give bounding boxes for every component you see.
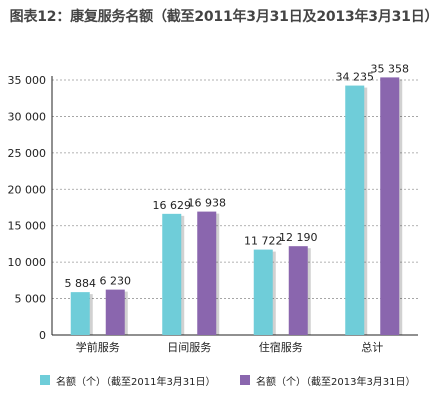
data-label: 6 230 xyxy=(100,275,132,288)
bar xyxy=(105,289,125,335)
data-label: 35 358 xyxy=(371,62,410,75)
y-tick-label: 25 000 xyxy=(8,147,47,160)
data-label: 16 629 xyxy=(153,199,192,212)
legend-item-2013: 名额（个）（截至2013年3月31日） xyxy=(240,372,416,388)
data-label: 12 190 xyxy=(279,231,318,244)
y-tick-label: 35 000 xyxy=(8,74,47,87)
x-tick-label: 住宿服务 xyxy=(259,340,303,354)
chart-title: 图表12：康复服务名额（截至2011年3月31日及2013年3月31日） xyxy=(9,9,439,25)
legend-label-2011: 名额（个）（截至2011年3月31日） xyxy=(56,376,216,388)
data-label: 5 884 xyxy=(65,277,97,290)
data-label: 11 722 xyxy=(244,235,283,248)
x-tick-label: 总计 xyxy=(361,340,383,354)
legend-label-2013: 名额（个）（截至2013年3月31日） xyxy=(256,376,416,388)
bar xyxy=(253,249,273,335)
bar xyxy=(380,77,400,335)
legend-swatch-2013 xyxy=(240,375,250,385)
y-tick-label: 5 000 xyxy=(15,293,47,306)
legend-item-2011: 名额（个）（截至2011年3月31日） xyxy=(40,372,216,388)
y-tick-label: 30 000 xyxy=(8,110,47,123)
bar xyxy=(197,211,217,335)
bar xyxy=(70,292,90,335)
legend-swatch-2011 xyxy=(40,375,50,385)
y-tick-label: 20 000 xyxy=(8,183,47,196)
bar xyxy=(162,213,182,335)
y-tick-label: 15 000 xyxy=(8,220,47,233)
x-tick-label: 日间服务 xyxy=(167,341,211,354)
x-tick-label: 学前服务 xyxy=(76,340,120,354)
y-tick-label: 0 xyxy=(39,329,46,342)
data-label: 16 938 xyxy=(188,197,227,210)
data-label: 34 235 xyxy=(336,71,375,84)
bar xyxy=(288,246,308,335)
bar xyxy=(345,85,365,335)
y-tick-label: 10 000 xyxy=(8,256,47,269)
